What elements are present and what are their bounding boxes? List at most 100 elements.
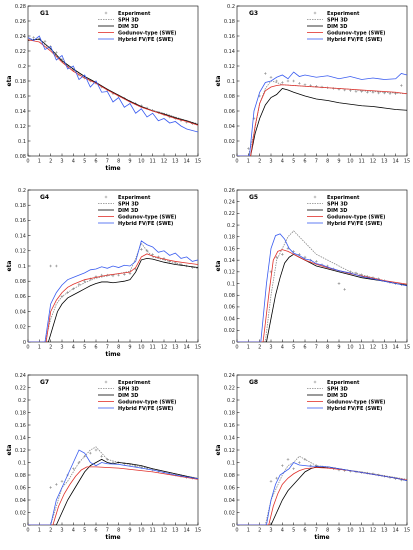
experiment-point (123, 273, 126, 276)
experiment-point (383, 91, 386, 95)
x-tick-label: 9 (128, 528, 131, 534)
series-line-hybrid-fv-fe-swe (237, 233, 407, 342)
y-tick-label: 0.04 (224, 498, 235, 504)
panel-title: G5 (249, 194, 258, 201)
x-tick-label: 1 (38, 159, 41, 165)
x-tick-label: 9 (337, 345, 340, 351)
y-tick-label: 0.18 (15, 203, 26, 209)
series-line-hybrid-fv-fe-swe (28, 240, 198, 342)
panel-title: G1 (40, 10, 49, 17)
y-tick-label: 0.04 (15, 309, 26, 315)
y-tick-label: 0.22 (15, 385, 26, 391)
y-axis-label: eta (215, 76, 222, 87)
y-axis-label: eta (215, 261, 222, 272)
series-line-dim-3d (28, 38, 198, 125)
x-tick-label: 15 (195, 345, 201, 351)
y-tick-label: 0.1 (227, 281, 235, 287)
panel-g8: 0 1 2 3 4 5 6 7 8 9 10 11 12 13 14 1500.020.040.060.080… (215, 373, 410, 541)
experiment-point (151, 253, 154, 256)
x-tick-label: 4 (281, 159, 284, 165)
y-tick-label: 0.22 (224, 211, 235, 217)
panel-title: G8 (249, 379, 258, 386)
x-tick-label: 14 (183, 345, 189, 351)
x-axis-label: time (105, 165, 120, 172)
x-tick-label: 6 (94, 345, 97, 351)
x-tick-label: 11 (149, 345, 155, 351)
y-tick-label: 0.18 (15, 79, 26, 85)
x-tick-label: 9 (337, 159, 340, 165)
x-tick-label: 5 (292, 159, 295, 165)
panel-g1: 0 1 2 3 4 5 6 7 8 9 10 11 12 13 14 150.080.10.120.140.1… (6, 4, 201, 172)
series-line-godunov-type-swe (237, 84, 407, 156)
experiment-point (377, 91, 380, 95)
x-tick-label: 10 (138, 345, 144, 351)
legend-label: Experiment (118, 380, 151, 386)
series-line-godunov-type-swe (28, 466, 198, 525)
legend-label: Hybrid FV/FE (SWE) (327, 37, 382, 43)
x-tick-label: 11 (149, 528, 155, 534)
x-axis-label: time (105, 534, 120, 541)
x-tick-label: 0 (26, 159, 29, 165)
x-tick-label: 4 (72, 528, 75, 534)
y-tick-label: 0.16 (224, 423, 235, 429)
plot-frame (27, 5, 199, 157)
x-tick-label: 4 (72, 345, 75, 351)
series-group (237, 455, 407, 525)
y-tick-label: 0.2 (227, 4, 235, 10)
y-tick-label: 0.08 (15, 473, 26, 479)
x-tick-label: 2 (258, 159, 261, 165)
y-tick-label: 0.12 (224, 64, 235, 70)
x-tick-label: 0 (235, 345, 238, 351)
panel-title: G3 (249, 10, 258, 17)
y-tick-label: 0 (232, 523, 235, 529)
legend-label: SPH 3D (327, 17, 348, 23)
experiment-point (32, 36, 35, 39)
experiment-point (55, 264, 58, 268)
y-tick-label: 0.06 (224, 485, 235, 491)
x-tick-label: 12 (161, 345, 167, 351)
y-tick-label: 0.02 (15, 510, 26, 516)
experiment-point (286, 458, 290, 461)
x-tick-label: 10 (347, 345, 353, 351)
y-tick-label: 0.16 (224, 34, 235, 40)
experiment-point (269, 479, 273, 483)
legend-label: Godunov-type (SWE) (327, 30, 385, 36)
x-tick-label: 3 (269, 345, 272, 351)
legend-label: Hybrid FV/FE (SWE) (118, 37, 173, 43)
y-tick-label: 0.2 (18, 64, 26, 70)
x-tick-label: 7 (106, 159, 109, 165)
experiment-point (264, 72, 267, 75)
x-tick-label: 14 (392, 345, 398, 351)
experiment-point (55, 51, 58, 54)
experiment-point (281, 464, 284, 467)
x-tick-label: 0 (235, 159, 238, 165)
x-tick-label: 9 (128, 345, 131, 351)
x-tick-label: 13 (172, 345, 178, 351)
legend-label: SPH 3D (327, 201, 348, 207)
experiment-point (111, 274, 115, 278)
legend-label: DIM 3D (327, 208, 347, 214)
y-tick-label: 0.06 (15, 485, 26, 491)
legend-marker (313, 11, 317, 15)
legend-label: DIM 3D (118, 393, 138, 399)
legend-label: DIM 3D (118, 208, 138, 214)
y-tick-label: 0.02 (15, 325, 26, 331)
legend-label: Godunov-type (SWE) (118, 214, 176, 220)
legend-label: SPH 3D (118, 386, 139, 392)
y-tick-label: 0.2 (18, 188, 26, 194)
x-tick-label: 12 (161, 159, 167, 165)
x-tick-label: 2 (49, 159, 52, 165)
legend-label: Experiment (327, 380, 360, 386)
x-tick-label: 8 (326, 345, 329, 351)
y-tick-label: 0.04 (15, 498, 26, 504)
y-tick-label: 0.08 (224, 473, 235, 479)
legend-marker (313, 380, 317, 384)
y-tick-label: 0.14 (15, 109, 26, 115)
x-tick-label: 6 (303, 159, 306, 165)
legend-label: SPH 3D (118, 17, 139, 23)
y-tick-label: 0.02 (224, 510, 235, 516)
y-tick-label: 0.08 (224, 94, 235, 100)
experiment-point (286, 79, 290, 83)
x-tick-label: 5 (83, 345, 86, 351)
